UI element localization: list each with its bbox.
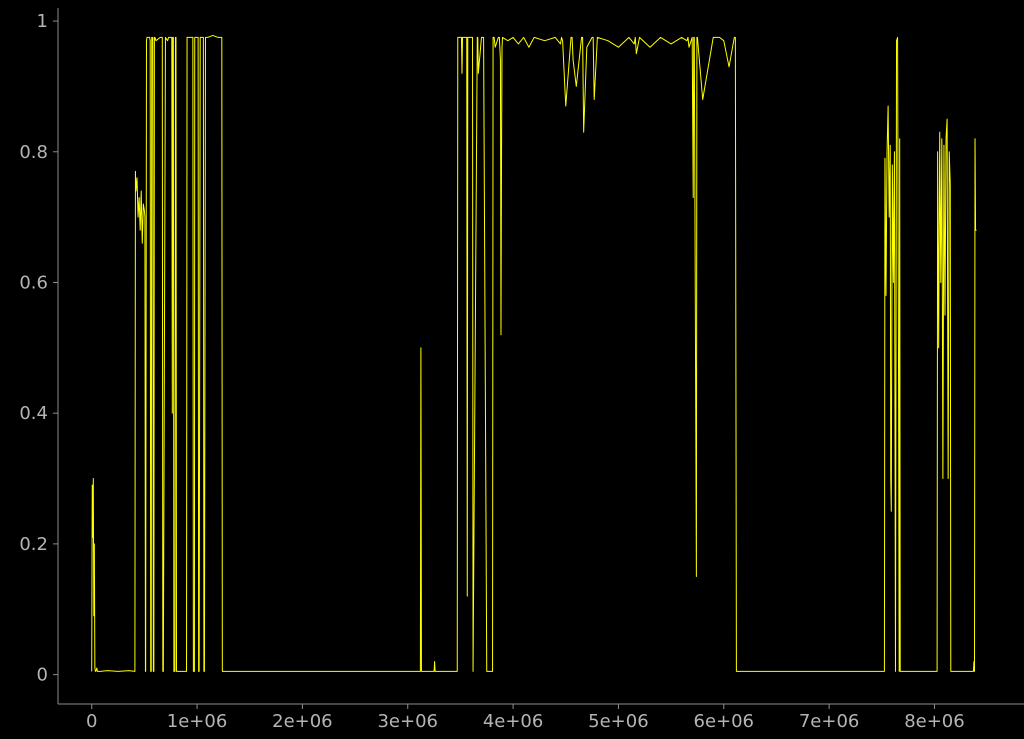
x-tick-label: 2e+06 <box>272 711 333 732</box>
x-tick-label: 4e+06 <box>483 711 544 732</box>
x-tick-label: 5e+06 <box>588 711 649 732</box>
x-axis-ticks: 0 1e+06 2e+06 3e+06 4e+06 5e+06 6e+06 7e+06 8e+0… <box>86 704 965 732</box>
x-tick-label: 3e+06 <box>377 711 438 732</box>
x-tick-label: 6e+06 <box>694 711 755 732</box>
x-tick-label: 7e+06 <box>799 711 860 732</box>
plot-area <box>91 34 977 672</box>
y-tick-label: 0.6 <box>19 272 48 293</box>
y-tick-label: 1 <box>37 11 48 32</box>
y-tick-label: 0.4 <box>19 403 48 424</box>
series-line-1 <box>91 34 977 672</box>
x-tick-label: 0 <box>86 711 97 732</box>
y-tick-label: 0.2 <box>19 534 48 555</box>
x-tick-label: 1e+06 <box>167 711 228 732</box>
x-tick-label: 8e+06 <box>904 711 965 732</box>
axes <box>57 8 1024 705</box>
y-tick-label: 0.8 <box>19 142 48 163</box>
y-axis-ticks: 0 0.2 0.4 0.6 0.8 1 <box>19 11 58 686</box>
y-tick-label: 0 <box>37 665 48 686</box>
